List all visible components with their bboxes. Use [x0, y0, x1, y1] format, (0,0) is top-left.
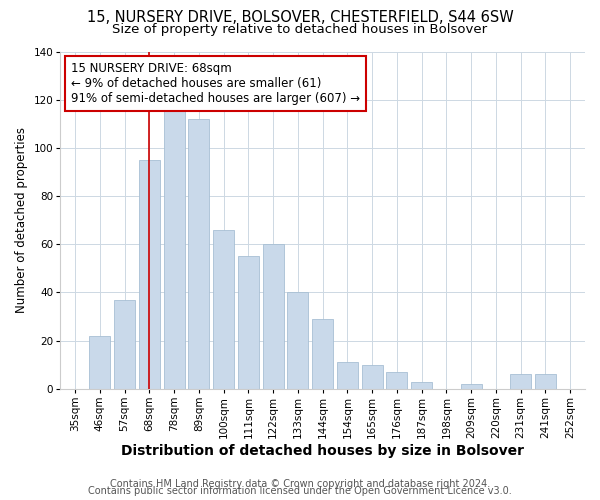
- Bar: [114, 300, 135, 389]
- Bar: [362, 365, 383, 389]
- Bar: [287, 292, 308, 389]
- Bar: [188, 119, 209, 389]
- Bar: [510, 374, 531, 389]
- Bar: [535, 374, 556, 389]
- Bar: [312, 319, 333, 389]
- Text: Contains public sector information licensed under the Open Government Licence v3: Contains public sector information licen…: [88, 486, 512, 496]
- Bar: [263, 244, 284, 389]
- Bar: [213, 230, 234, 389]
- Bar: [411, 382, 432, 389]
- Text: Size of property relative to detached houses in Bolsover: Size of property relative to detached ho…: [112, 22, 488, 36]
- Y-axis label: Number of detached properties: Number of detached properties: [15, 127, 28, 313]
- Bar: [386, 372, 407, 389]
- Bar: [139, 160, 160, 389]
- Bar: [461, 384, 482, 389]
- Text: Contains HM Land Registry data © Crown copyright and database right 2024.: Contains HM Land Registry data © Crown c…: [110, 479, 490, 489]
- Text: 15, NURSERY DRIVE, BOLSOVER, CHESTERFIELD, S44 6SW: 15, NURSERY DRIVE, BOLSOVER, CHESTERFIEL…: [86, 10, 514, 25]
- X-axis label: Distribution of detached houses by size in Bolsover: Distribution of detached houses by size …: [121, 444, 524, 458]
- Text: 15 NURSERY DRIVE: 68sqm
← 9% of detached houses are smaller (61)
91% of semi-det: 15 NURSERY DRIVE: 68sqm ← 9% of detached…: [71, 62, 360, 104]
- Bar: [89, 336, 110, 389]
- Bar: [337, 362, 358, 389]
- Bar: [164, 104, 185, 389]
- Bar: [238, 256, 259, 389]
